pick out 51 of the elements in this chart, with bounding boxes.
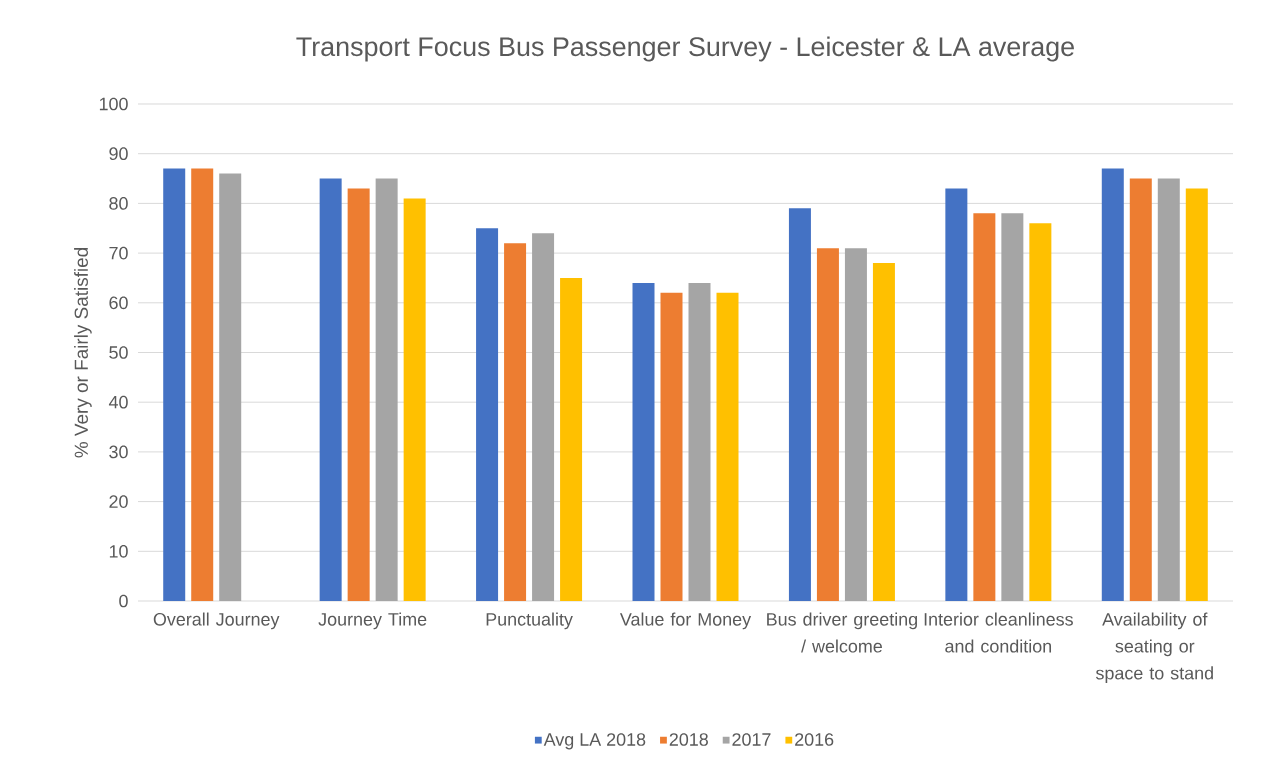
x-tick-label: Journey Time: [318, 612, 427, 630]
y-tick-label: 20: [109, 495, 128, 508]
y-tick-label: 50: [109, 346, 128, 359]
bar: [1129, 178, 1152, 601]
legend-label: 2018: [669, 733, 708, 746]
y-axis-title: % Very or Fairly Satisfied: [74, 248, 92, 458]
x-tick-label: Overall Journey: [153, 612, 280, 630]
x-tick-label: Availability of seating or space to stand: [1095, 612, 1213, 684]
y-tick-label: 10: [109, 544, 128, 558]
bar: [688, 282, 711, 601]
bar: [163, 168, 186, 601]
x-tick-label: Bus driver greeting / welcome: [767, 612, 917, 653]
bar: [973, 213, 996, 601]
bar: [816, 248, 839, 601]
bar: [532, 233, 555, 601]
x-tick-label: Value for Money: [619, 612, 752, 630]
bar: [347, 188, 370, 601]
bar: [872, 263, 895, 601]
y-tick-label: 40: [108, 395, 128, 409]
bar: [476, 228, 499, 601]
bar: [716, 292, 739, 601]
y-tick-label: 90: [109, 147, 128, 161]
bar: [788, 208, 811, 601]
chart-title: Transport Focus Bus Passenger Survey - Leicester & LA average: [296, 36, 1074, 62]
bar: [191, 168, 214, 601]
bar: [1001, 213, 1024, 601]
bar: [660, 292, 683, 601]
bar: [504, 243, 527, 601]
legend-label: 2017: [732, 733, 771, 746]
bar: [844, 248, 867, 601]
bar: [560, 277, 583, 601]
bar: [375, 178, 398, 601]
bar: [319, 178, 342, 601]
y-tick-label: 30: [109, 445, 128, 459]
bar: [945, 188, 968, 601]
bar: [1157, 178, 1180, 601]
bar: [1029, 223, 1052, 601]
y-tick-label: 100: [99, 97, 128, 111]
bar: [403, 198, 426, 601]
legend-label: Avg LA 2018: [543, 733, 646, 750]
bar: [1185, 188, 1208, 601]
legend-label: 2016: [795, 733, 834, 746]
x-tick-label: Punctuality: [486, 612, 573, 630]
bar: [632, 282, 655, 601]
x-tick-label: Interior cleanliness and condition: [924, 612, 1073, 653]
bar: [1101, 168, 1124, 601]
y-tick-label: 80: [109, 197, 128, 210]
y-tick-label: 70: [109, 246, 128, 260]
bar: [219, 173, 242, 601]
y-tick-label: 60: [109, 296, 128, 310]
y-tick-label: 0: [119, 594, 128, 608]
